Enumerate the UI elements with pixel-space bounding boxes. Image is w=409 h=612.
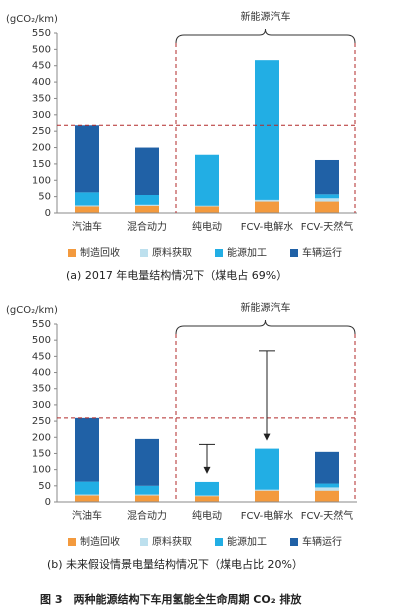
bar-segment [315, 483, 339, 488]
y-tick-label: 550 [32, 319, 51, 330]
bar-segment [135, 485, 159, 495]
bar-segment [195, 481, 219, 496]
legend-swatch [140, 538, 148, 546]
bracket [175, 28, 356, 44]
bar-segment [195, 154, 219, 206]
legend-swatch [290, 249, 298, 257]
bar-segment [135, 438, 159, 486]
bar-segment [195, 205, 219, 207]
x-tick-label: FCV-天然气 [301, 220, 354, 233]
y-tick-label: 100 [32, 465, 51, 476]
x-tick-label: FCV-天然气 [301, 509, 354, 522]
x-tick-label: 纯电动 [192, 509, 222, 522]
bar-segment [255, 199, 279, 202]
y-tick-label: 400 [32, 77, 51, 88]
legend-label: 原料获取 [152, 246, 192, 259]
y-tick-label: 300 [32, 400, 51, 411]
arrow-head [263, 433, 271, 441]
legend-label: 原料获取 [152, 535, 192, 548]
y-tick-label: 450 [32, 351, 51, 362]
bar-segment [315, 194, 339, 199]
y-tick-label: 250 [32, 126, 51, 137]
legend-swatch [68, 249, 76, 257]
y-axis-label: (gCO₂/km) [6, 305, 58, 316]
x-tick-label: 汽油车 [72, 509, 102, 522]
y-tick-label: 500 [32, 335, 51, 346]
bar-segment [75, 205, 99, 207]
bar-segment [75, 206, 99, 213]
bar-segment [135, 195, 159, 205]
bracket [175, 319, 356, 335]
x-tick-label: 混合动力 [127, 220, 167, 233]
bar-segment [195, 496, 219, 502]
legend-label: 能源加工 [227, 535, 267, 548]
bar-segment [75, 417, 99, 482]
legend-swatch [215, 538, 223, 546]
bar-segment [315, 487, 339, 491]
bar-segment [255, 489, 279, 491]
bar-segment [255, 60, 279, 200]
y-tick-label: 200 [32, 432, 51, 443]
y-tick-label: 0 [45, 497, 51, 508]
y-tick-label: 100 [32, 175, 51, 186]
bar-segment [75, 495, 99, 502]
legend-swatch [215, 249, 223, 257]
legend-swatch [290, 538, 298, 546]
y-tick-label: 150 [32, 159, 51, 170]
legend-swatch [68, 538, 76, 546]
bar-segment [255, 490, 279, 502]
y-axis-label: (gCO₂/km) [6, 14, 58, 25]
legend-label: 制造回收 [80, 246, 120, 259]
y-tick-label: 450 [32, 61, 51, 72]
legend-label: 制造回收 [80, 535, 120, 548]
bar-segment [195, 206, 219, 213]
bar-segment [315, 201, 339, 213]
y-tick-label: 150 [32, 448, 51, 459]
bar-segment [75, 125, 99, 193]
y-tick-label: 200 [32, 143, 51, 154]
y-tick-label: 0 [45, 208, 51, 219]
x-tick-label: 纯电动 [192, 220, 222, 233]
legend-label: 车辆运行 [302, 246, 342, 259]
x-tick-label: FCV-电解水 [241, 220, 294, 233]
arrow-head [203, 466, 211, 474]
figure-caption: 图 3 两种能源结构下车用氢能全生命周期 CO₂ 排放 [40, 592, 302, 606]
bar-segment [135, 204, 159, 206]
x-tick-label: FCV-电解水 [241, 509, 294, 522]
bar-segment [135, 205, 159, 213]
bar-segment [75, 192, 99, 206]
bar-segment [135, 494, 159, 496]
y-tick-label: 350 [32, 384, 51, 395]
legend-swatch [140, 249, 148, 257]
x-tick-label: 混合动力 [127, 509, 167, 522]
bar-segment [315, 451, 339, 484]
bar-segment [255, 201, 279, 213]
chart-caption: (b) 未来假设情景电量结构情况下（煤电占比 20%） [47, 557, 303, 571]
y-tick-label: 300 [32, 110, 51, 121]
legend-label: 车辆运行 [302, 535, 342, 548]
annotation: 新能源汽车 [241, 10, 291, 23]
y-tick-label: 350 [32, 93, 51, 104]
bar-segment [315, 198, 339, 202]
annotation: 新能源汽车 [241, 301, 291, 314]
bar-segment [315, 159, 339, 195]
bar-segment [135, 495, 159, 502]
y-tick-label: 250 [32, 416, 51, 427]
y-tick-label: 500 [32, 44, 51, 55]
y-tick-label: 50 [38, 481, 51, 492]
bar-segment [135, 147, 159, 195]
y-tick-label: 550 [32, 28, 51, 39]
chart-caption: (a) 2017 年电量结构情况下（煤电占 69%） [66, 268, 287, 282]
bar-segment [255, 448, 279, 490]
bar-segment [75, 494, 99, 496]
bar-segment [315, 490, 339, 502]
x-tick-label: 汽油车 [72, 220, 102, 233]
bar-segment [195, 495, 219, 497]
y-tick-label: 50 [38, 192, 51, 203]
bar-segment [75, 481, 99, 495]
legend-label: 能源加工 [227, 246, 267, 259]
y-tick-label: 400 [32, 368, 51, 379]
